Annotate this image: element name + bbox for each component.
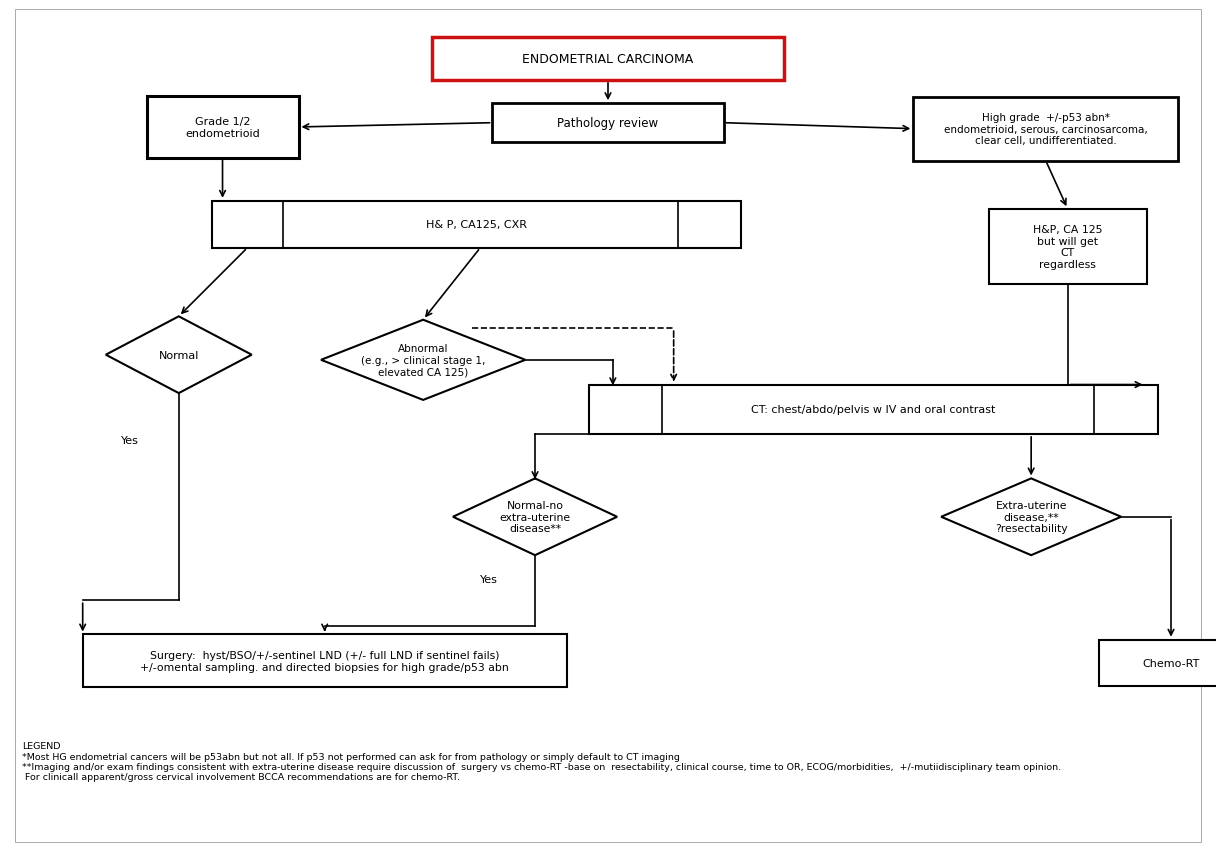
Text: Pathology review: Pathology review <box>557 117 659 130</box>
Polygon shape <box>941 479 1121 556</box>
Text: CT: chest/abdo/pelvis w IV and oral contrast: CT: chest/abdo/pelvis w IV and oral cont… <box>751 405 995 415</box>
Text: Grade 1/2
endometrioid: Grade 1/2 endometrioid <box>185 117 260 139</box>
Bar <box>146 97 299 158</box>
Bar <box>432 38 784 81</box>
Bar <box>1099 640 1216 686</box>
Polygon shape <box>106 317 252 394</box>
Text: H&P, CA 125
but will get
CT
regardless: H&P, CA 125 but will get CT regardless <box>1032 225 1103 269</box>
Text: LEGEND
*Most HG endometrial cancers will be p53abn but not all. If p53 not perfo: LEGEND *Most HG endometrial cancers will… <box>22 741 1062 781</box>
Text: Chemo-RT: Chemo-RT <box>1142 658 1200 668</box>
Bar <box>492 104 724 143</box>
Bar <box>589 385 1158 435</box>
Bar <box>913 98 1178 162</box>
Text: Extra-uterine
disease,**
?resectability: Extra-uterine disease,** ?resectability <box>995 501 1068 533</box>
Text: Surgery:  hyst/BSO/+/-sentinel LND (+/- full LND if sentinel fails)
+/-omental s: Surgery: hyst/BSO/+/-sentinel LND (+/- f… <box>140 650 510 672</box>
Polygon shape <box>321 320 525 400</box>
Text: ENDOMETRIAL CARCINOMA: ENDOMETRIAL CARCINOMA <box>523 53 693 66</box>
Text: Abnormal
(e.g., > clinical stage 1,
elevated CA 125): Abnormal (e.g., > clinical stage 1, elev… <box>361 344 485 377</box>
Text: Normal-no
extra-uterine
disease**: Normal-no extra-uterine disease** <box>500 501 570 533</box>
Polygon shape <box>452 479 618 556</box>
Text: Yes: Yes <box>122 435 139 446</box>
Bar <box>212 201 742 249</box>
Bar <box>989 210 1147 285</box>
Text: Normal: Normal <box>158 350 199 360</box>
Bar <box>83 635 567 688</box>
Text: High grade  +/-p53 abn*
endometrioid, serous, carcinosarcoma,
clear cell, undiff: High grade +/-p53 abn* endometrioid, ser… <box>944 113 1148 146</box>
Text: H& P, CA125, CXR: H& P, CA125, CXR <box>426 220 528 230</box>
Text: Yes: Yes <box>480 574 497 584</box>
